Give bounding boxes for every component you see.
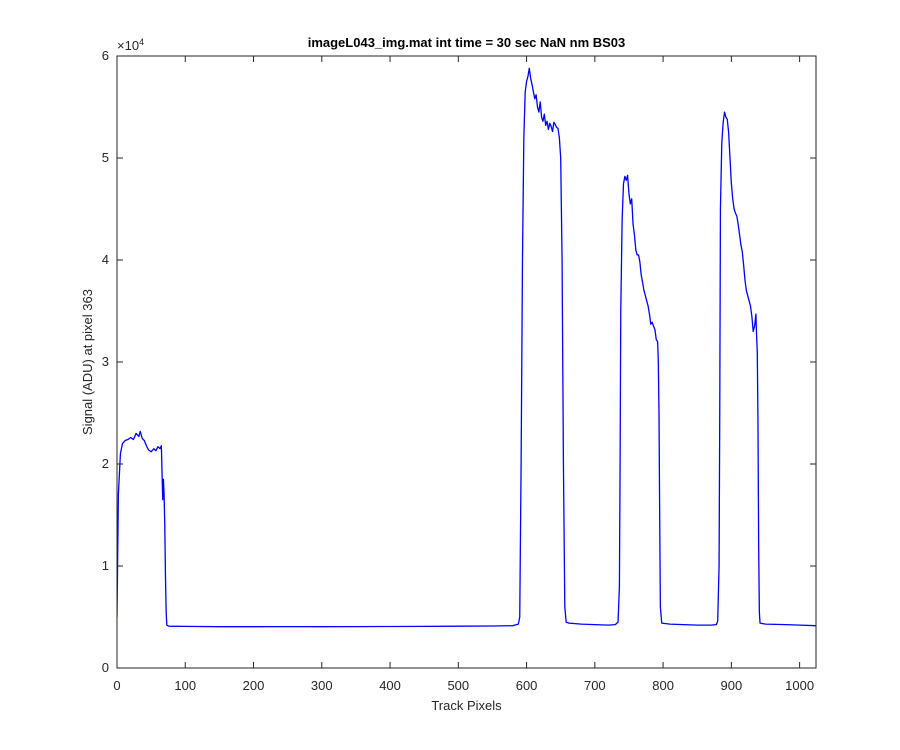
x-tick-label: 500 [447, 678, 469, 693]
y-axis-label: Signal (ADU) at pixel 363 [80, 289, 95, 435]
series-line [117, 67, 816, 628]
y-tick-label: 5 [102, 150, 109, 165]
x-axis-ticks: 0 100 200 300 400 500 600 700 800 900 1000 [113, 56, 814, 693]
plot-background [117, 56, 816, 668]
axes-box [116, 55, 817, 669]
y-exponent-label: ×104 [117, 37, 144, 53]
y-tick-label: 6 [102, 48, 109, 63]
y-exponent-power: 4 [139, 37, 144, 47]
y-exponent-base: ×10 [117, 38, 139, 53]
x-tick-label: 1000 [785, 678, 814, 693]
x-tick-label: 600 [516, 678, 538, 693]
x-axis-label: Track Pixels [431, 698, 502, 713]
x-tick-label: 800 [652, 678, 674, 693]
y-tick-label: 1 [102, 558, 109, 573]
x-tick-label: 100 [174, 678, 196, 693]
x-tick-label: 400 [379, 678, 401, 693]
y-tick-label: 0 [102, 660, 109, 675]
x-tick-label: 300 [311, 678, 333, 693]
x-tick-label: 200 [243, 678, 265, 693]
x-tick-label: 900 [721, 678, 743, 693]
y-tick-label: 2 [102, 456, 109, 471]
y-tick-label: 3 [102, 354, 109, 369]
y-tick-label: 4 [102, 252, 109, 267]
x-tick-label: 700 [584, 678, 606, 693]
chart-title: imageL043_img.mat int time = 30 sec NaN … [308, 35, 626, 50]
x-tick-label: 0 [113, 678, 120, 693]
series-layer [117, 67, 816, 628]
